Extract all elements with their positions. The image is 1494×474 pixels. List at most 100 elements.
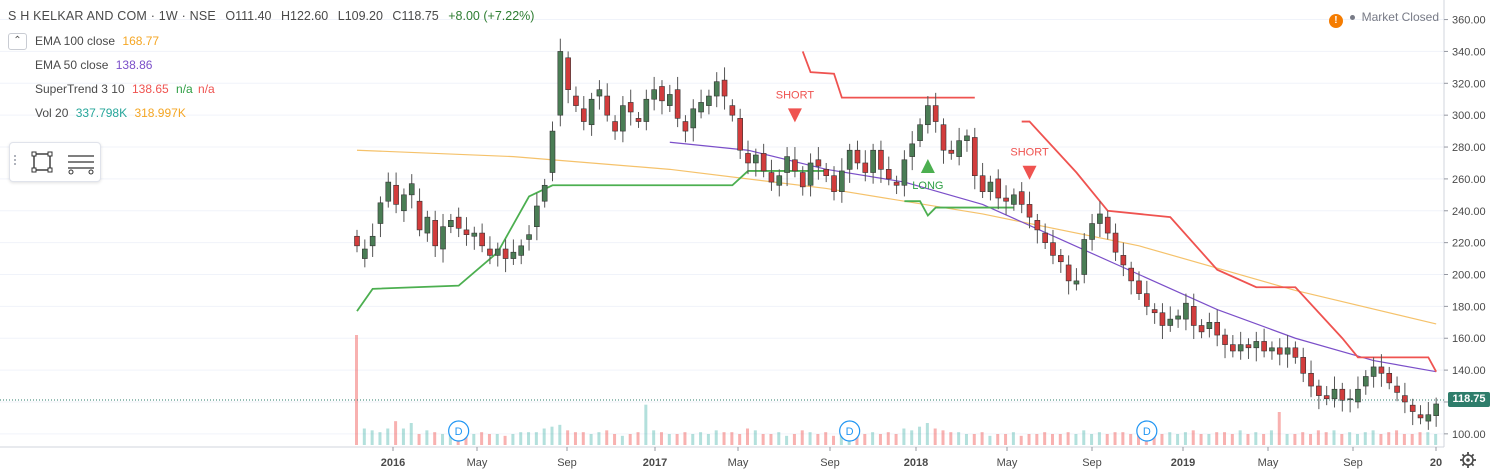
candle: [948, 140, 955, 160]
volume-bar: [1027, 434, 1031, 445]
settings-gear-icon[interactable]: [1460, 452, 1476, 468]
candle: [690, 99, 697, 142]
volume-bar: [988, 435, 992, 445]
volume-bar: [1324, 432, 1328, 445]
candle: [1167, 306, 1174, 332]
volume-bar: [675, 434, 679, 445]
candle: [659, 80, 665, 115]
volume-bar: [746, 428, 749, 445]
candle: [784, 147, 790, 187]
candle-body: [948, 149, 955, 154]
symbol-title: S H KELKAR AND COM · 1W · NSE: [8, 9, 216, 23]
rectangle-tool-icon[interactable]: [28, 148, 56, 176]
volume-bar: [1199, 434, 1203, 445]
candle-body: [1355, 388, 1361, 403]
volume-bar: [652, 430, 656, 445]
drag-handle-icon[interactable]: [14, 155, 20, 169]
candle: [885, 156, 892, 186]
candle: [909, 131, 916, 171]
candle-body: [713, 81, 720, 97]
indicator-ema50[interactable]: EMA 50 close 138.86: [35, 58, 152, 72]
volume-bar: [1316, 430, 1320, 445]
volume-bar: [355, 335, 358, 445]
volume-bar: [964, 434, 968, 445]
market-status[interactable]: ! Market Closed: [1328, 10, 1439, 28]
candle: [839, 158, 845, 203]
candle-body: [799, 172, 806, 188]
volume-bar: [1058, 434, 1062, 445]
candle: [737, 108, 743, 159]
volume-bar: [777, 432, 781, 445]
candle: [573, 86, 579, 112]
candle: [768, 159, 775, 191]
candle-body: [385, 181, 392, 202]
candle: [1284, 335, 1291, 368]
candle: [369, 223, 376, 257]
volume-bar: [683, 432, 687, 445]
volume-bar: [902, 428, 906, 445]
candle-body: [1026, 204, 1033, 218]
candle-body: [1433, 403, 1439, 416]
volume-bar: [1285, 434, 1289, 445]
volume-bar: [839, 434, 843, 445]
dividend-marker[interactable]: D: [448, 420, 470, 442]
volume-bar: [1363, 432, 1367, 445]
indicator-supertrend[interactable]: SuperTrend 3 10 138.65 n/a n/a: [35, 82, 215, 96]
candle-body: [1206, 322, 1213, 329]
volume-bar: [785, 435, 789, 445]
candle-body: [815, 159, 822, 167]
candle-body: [1003, 197, 1009, 202]
indicator-ema100[interactable]: EMA 100 close 168.77: [35, 34, 159, 48]
candle: [1230, 335, 1236, 358]
candle-body: [1394, 385, 1400, 393]
volume-bar: [816, 434, 820, 445]
candle-body: [408, 183, 415, 196]
volume-bar: [659, 432, 663, 445]
candle: [846, 143, 853, 183]
volume-bar: [620, 435, 624, 445]
volume-bar: [511, 434, 515, 445]
volume-bar: [996, 434, 1000, 445]
candle: [487, 236, 493, 265]
volume-bar: [800, 430, 804, 445]
candle-body: [729, 105, 736, 116]
candle: [1190, 293, 1197, 340]
x-tick-label: Sep: [1343, 457, 1363, 469]
text-lines-tool-icon[interactable]: [66, 148, 94, 176]
signals: SHORT LONG SHORT: [776, 89, 1049, 192]
candle: [792, 147, 798, 178]
volume-bar: [1262, 434, 1266, 445]
market-status-label: Market Closed: [1361, 10, 1439, 24]
candle-body: [1409, 404, 1416, 412]
volume-bar: [1113, 432, 1117, 445]
volume-bar: [448, 432, 452, 445]
candle-body: [1237, 344, 1244, 352]
candle-body: [823, 169, 830, 177]
candle-body: [721, 79, 728, 97]
candle-body: [745, 153, 751, 164]
volume-bar: [605, 430, 609, 445]
candle: [1394, 376, 1400, 402]
candle: [901, 150, 908, 197]
candle: [815, 147, 822, 180]
volume-bar: [581, 432, 585, 445]
dividend-circle: [1136, 420, 1158, 442]
candle-body: [753, 154, 759, 164]
dividend-marker[interactable]: D: [839, 420, 861, 442]
candle-body: [831, 175, 837, 192]
candle: [1237, 331, 1244, 360]
candle: [1144, 280, 1150, 316]
supertrend-lines: [356, 51, 1437, 373]
candle: [1104, 210, 1111, 240]
price-axis: 360.00 340.00 320.00 300.00 280.00 260.00 240.…: [1444, 15, 1486, 441]
candle-body: [1120, 255, 1127, 266]
indicator-volume[interactable]: Vol 20 337.798K 318.997K: [35, 106, 186, 120]
volume-bar: [699, 432, 703, 445]
candle: [862, 150, 869, 182]
dividend-marker[interactable]: D: [1136, 420, 1158, 442]
collapse-legend-button[interactable]: ⌃: [8, 33, 27, 50]
volume-bar: [1340, 434, 1344, 445]
candle: [1128, 261, 1134, 295]
candle-body: [987, 181, 994, 192]
